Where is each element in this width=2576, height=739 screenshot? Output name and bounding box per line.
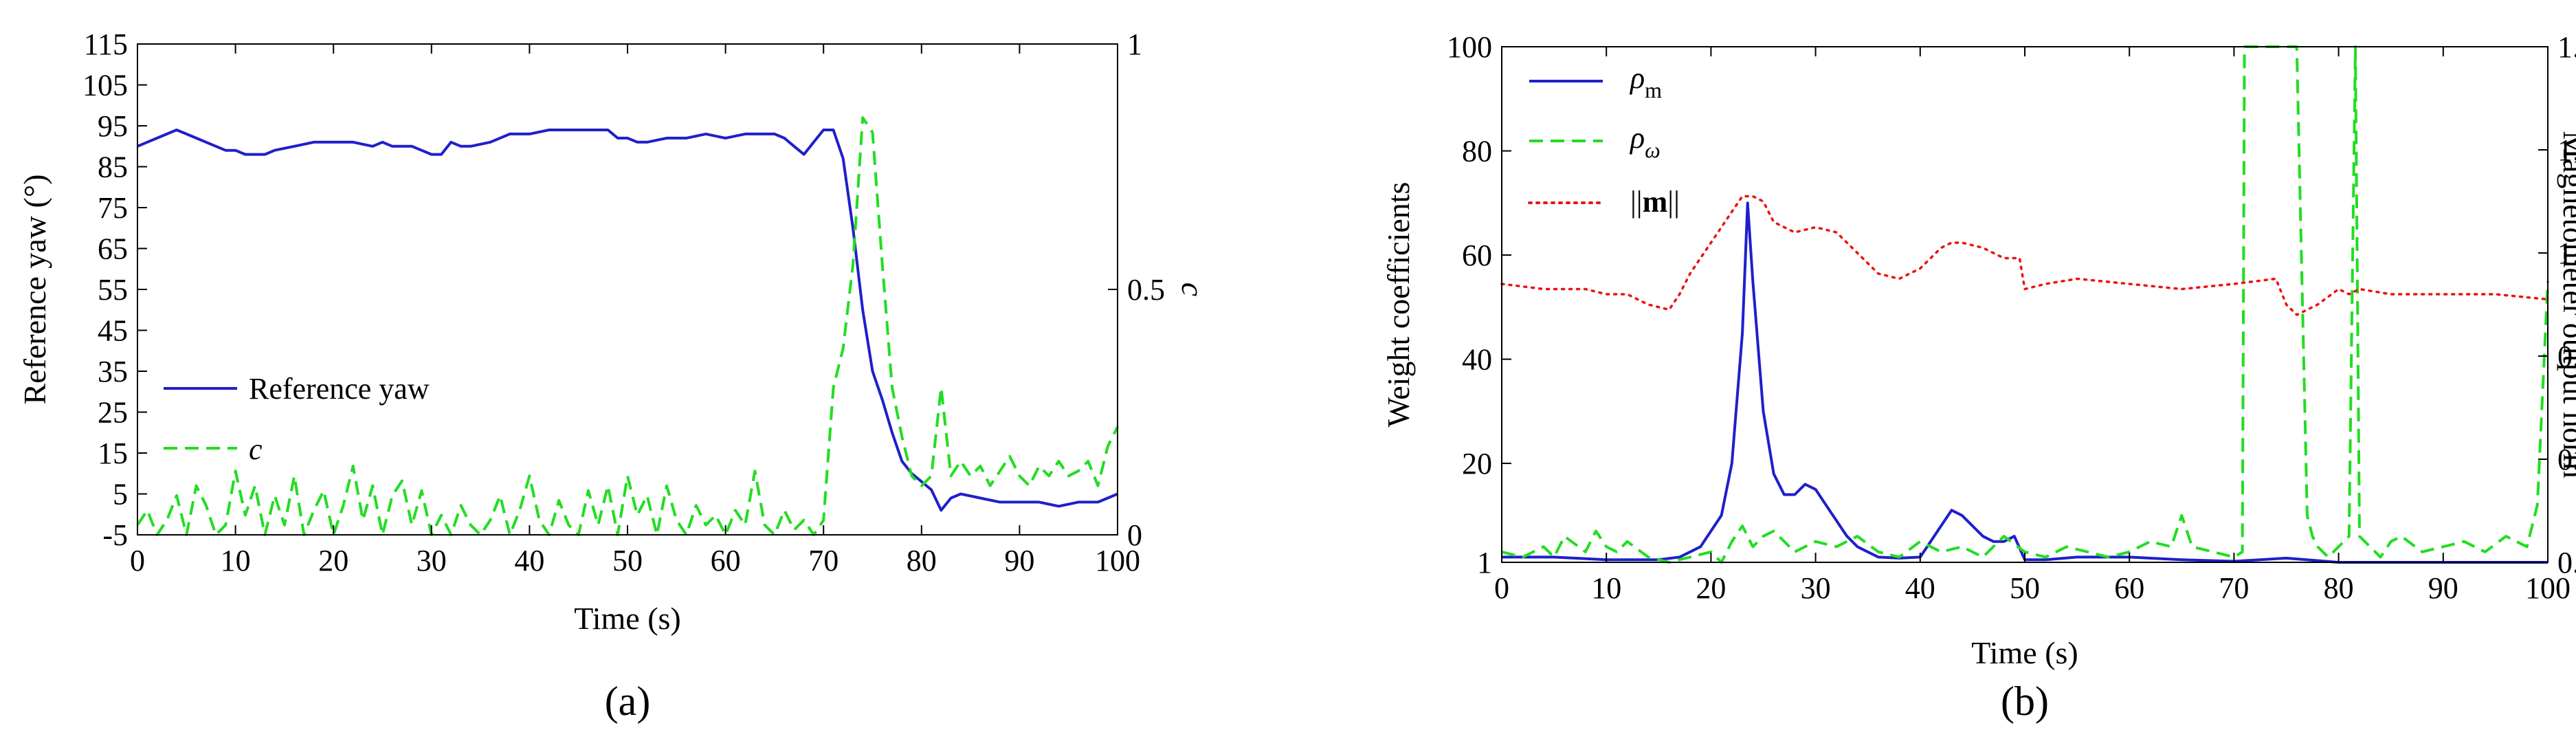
panel-b-ytick-left-label: 40 [1462, 343, 1492, 377]
panel-b-xtick-label: 20 [1696, 571, 1726, 605]
panel-b-legend-rho-m-symbol: ρ [1629, 61, 1645, 95]
panel-a-ytick-left-label: 85 [98, 151, 128, 184]
panel-b-legend: ρm ρω ||m|| [1528, 61, 1680, 219]
panel-a-ytick-left-label: 35 [98, 355, 128, 388]
panel-b-xtick-label: 10 [1591, 571, 1621, 605]
panel-a-xticks: 0 10 20 30 40 50 60 70 80 90 100 [130, 44, 1140, 577]
panel-b-legend-label-norm: ||m|| [1630, 185, 1680, 219]
panel-b-xtick-label: 70 [2219, 571, 2249, 605]
panel-a-xtick-label: 100 [1095, 544, 1140, 577]
panel-b-xtick-label: 60 [2114, 571, 2144, 605]
panel-a-ytick-left-label: 65 [98, 232, 128, 266]
panel-b-xtick-label: 0 [1494, 571, 1509, 605]
panel-a-xlabel: Time (s) [574, 601, 681, 636]
panel-a-xtick-label: 90 [1004, 544, 1034, 577]
panel-a-xtick-label: 60 [711, 544, 741, 577]
panel-a-xtick-label: 10 [221, 544, 251, 577]
panel-a-xtick-label: 80 [907, 544, 937, 577]
panel-a-yticks-right: 00.51 [1108, 27, 1165, 552]
panel-b-ytick-right-label: 0.7 [2557, 443, 2576, 476]
panel-a-ytick-left-label: 95 [98, 109, 128, 143]
panel-b-yticks-right: 0.5 0.7 0.9 1.1 1.3 1.5 [2538, 30, 2576, 580]
panel-a-ytick-left-label: 75 [98, 191, 128, 225]
panel-b-ytick-left-label: 20 [1462, 447, 1492, 481]
panel-a-yticks-left: -5 5 15 25 35 45 55 65 75 85 95 105 115 [82, 27, 147, 552]
panel-a-ytick-left-label: -5 [102, 518, 128, 552]
panel-b-ytick-right-label: 0.9 [2557, 340, 2576, 373]
panel-b-legend-norm-body: m [1643, 185, 1668, 219]
panel-a-xtick-label: 70 [808, 544, 839, 577]
panel-b-ytick-right-label: 1.5 [2557, 30, 2576, 64]
panel-a-series [136, 116, 1119, 536]
panel-b-legend-rho-m-subscript: m [1645, 78, 1662, 102]
panel-b-ytick-right-label: 1.1 [2557, 236, 2576, 270]
panel-a-ytick-right-label: 0.5 [1127, 273, 1165, 307]
panel-b-yticks-left: 1 20 40 60 80 100 [1447, 30, 1511, 580]
panel-a-ylabel-right: c [1175, 283, 1210, 296]
panel-a-ylabel-left: Reference yaw (°) [17, 174, 52, 404]
panel-a-ytick-right-label: 1 [1127, 27, 1142, 61]
panel-b-legend-rho-omega-symbol: ρ [1629, 121, 1645, 155]
panel-a: 0 10 20 30 40 50 60 70 80 90 100 -5515253545556575… [17, 27, 1210, 724]
panel-a-ytick-left-label: 15 [98, 437, 128, 470]
panel-a-label: (a) [605, 679, 651, 724]
panel-a-ytick-left-label: 45 [98, 314, 128, 348]
panel-b-legend-label-rho-m: ρm [1629, 61, 1662, 102]
panel-b-xtick-label: 100 [2525, 571, 2571, 605]
panel-b-xtick-label: 50 [2010, 571, 2040, 605]
panel-b-label: (b) [2001, 679, 2049, 724]
panel-b-ytick-left-label: 1 [1477, 546, 1492, 580]
panel-a-ytick-left-label: 5 [113, 478, 128, 511]
panel-a-ytick-left-label: 25 [98, 396, 128, 430]
panel-b-ytick-left-label: 80 [1462, 135, 1492, 168]
panel-b-xtick-label: 80 [2324, 571, 2354, 605]
panel-b-legend-rho-omega-subscript: ω [1645, 137, 1661, 162]
panel-b-legend-label-rho-omega: ρω [1629, 121, 1661, 162]
panel-a-xtick-label: 20 [318, 544, 348, 577]
panel-a-legend-label-c: c [249, 432, 263, 466]
panel-a-legend-label-reference-yaw: Reference yaw [249, 372, 430, 406]
panel-a-ytick-right-label: 0 [1127, 518, 1142, 552]
panel-a-ytick-left-label: 55 [98, 273, 128, 307]
panel-b-xticks: 0 10 20 30 40 50 60 70 80 90 100 [1494, 47, 2571, 605]
panel-b-xtick-label: 90 [2428, 571, 2458, 605]
panel-a-series-c [136, 116, 1119, 536]
panel-a-xtick-label: 50 [612, 544, 643, 577]
panel-b-xtick-label: 40 [1905, 571, 1935, 605]
panel-b-series-m [1500, 195, 2549, 316]
panel-b-ytick-left-label: 100 [1447, 30, 1492, 64]
panel-a-xtick-label: 40 [514, 544, 544, 577]
panel-b-ylabel-left: Weight coefficients [1381, 182, 1416, 428]
panel-b-xtick-label: 30 [1801, 571, 1831, 605]
panel-b-ylabel-right: Magnetometer output norm [2557, 131, 2576, 478]
panel-a-legend: Reference yaw c [164, 372, 430, 466]
panel-b-ytick-right-label: 1.3 [2557, 133, 2576, 167]
panel-a-xtick-label: 30 [417, 544, 447, 577]
panel-a-series-reference-yaw [137, 129, 1118, 512]
panel-b-ytick-right-label: 0.5 [2557, 546, 2576, 580]
panel-b-series-m [1502, 201, 2548, 564]
panel-b-legend-norm-close: || [1667, 185, 1680, 219]
panel-a-ytick-left-label: 105 [82, 69, 128, 102]
panel-a-xtick-label: 0 [130, 544, 145, 577]
panel-a-ytick-left-label: 115 [84, 27, 128, 61]
panel-b-legend-norm-open: || [1630, 185, 1643, 219]
panel-b-ytick-left-label: 60 [1462, 239, 1492, 272]
panel-b-xlabel: Time (s) [1971, 635, 2078, 670]
